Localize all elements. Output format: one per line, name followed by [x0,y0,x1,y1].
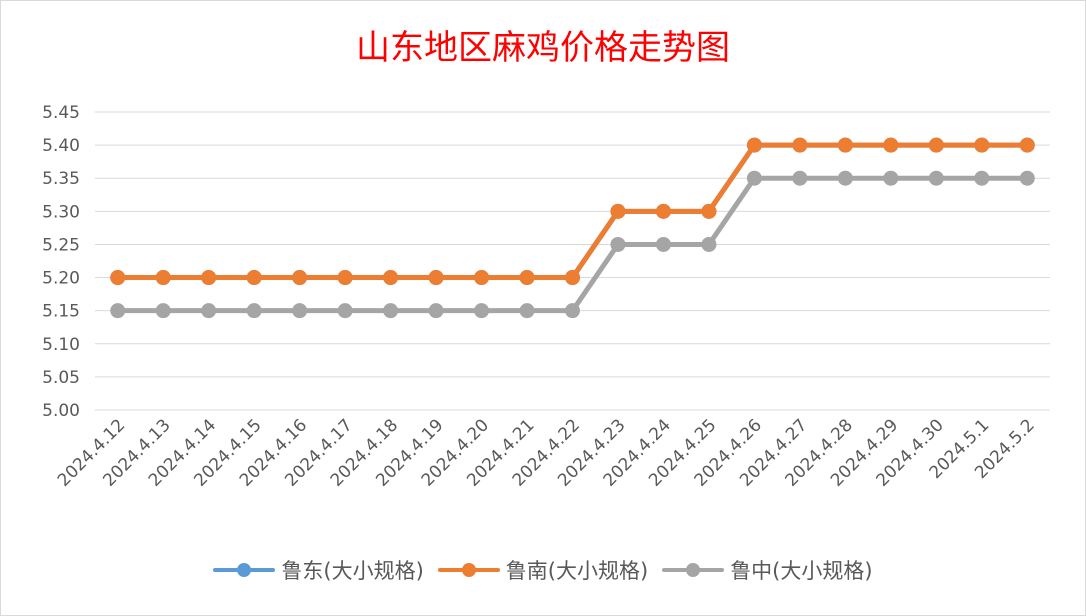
data-point [883,137,899,153]
series-1 [110,137,1035,286]
y-tick-label: 5.45 [42,103,80,123]
legend-dot-marker [686,563,701,577]
y-tick-label: 5.10 [42,335,80,355]
series-2 [110,170,1035,319]
y-tick-label: 5.20 [42,269,80,289]
data-point [701,236,717,252]
gridlines [95,111,1050,411]
data-point [655,236,671,252]
y-tick-label: 5.00 [42,401,80,421]
data-point [428,270,444,286]
legend-swatch-icon [213,563,276,577]
legend-item-lu-zhong[interactable]: 鲁中(大小规格) [662,555,873,585]
y-tick-label: 5.35 [42,169,80,189]
legend-swatch-icon [662,563,725,577]
x-axis-ticks: 2024.4.122024.4.132024.4.142024.4.152024… [54,415,1039,490]
series-lines [110,137,1035,319]
legend: 鲁东(大小规格) 鲁南(大小规格) 鲁中(大小规格) [0,552,1086,588]
data-point [837,137,853,153]
y-tick-label: 5.25 [42,235,80,255]
data-point [974,137,990,153]
data-point [883,170,899,186]
data-point [746,170,762,186]
data-point [610,203,626,219]
chart-title: 山东地区麻鸡价格走势图 [356,28,730,68]
data-point [292,303,308,319]
data-point [928,170,944,186]
data-point [655,203,671,219]
legend-dot-marker [461,563,476,577]
data-point [246,303,262,319]
y-tick-label: 5.40 [42,136,80,156]
data-point [792,170,808,186]
data-point [246,270,262,286]
y-tick-label: 5.05 [42,368,80,388]
data-point [474,303,490,319]
data-point [974,170,990,186]
data-point [383,303,399,319]
data-point [110,270,126,286]
data-point [1019,170,1035,186]
data-point [792,137,808,153]
data-point [565,270,580,286]
data-point [928,137,944,153]
legend-label: 鲁中(大小规格) [730,559,873,583]
data-point [337,270,353,286]
y-tick-label: 5.30 [42,202,80,222]
legend-label: 鲁南(大小规格) [505,559,649,583]
legend-item-lu-dong[interactable]: 鲁东(大小规格) [213,555,424,585]
data-point [337,303,353,319]
data-point [519,303,535,319]
data-point [292,270,308,286]
data-point [565,303,580,319]
data-point [201,270,217,286]
data-point [519,270,535,286]
data-point [155,303,171,319]
data-point [610,236,626,252]
legend-label: 鲁东(大小规格) [281,559,424,583]
data-point [1019,137,1035,153]
data-point [110,303,126,319]
data-point [701,203,717,219]
data-point [837,170,853,186]
legend-swatch-icon [437,563,500,577]
data-point [746,137,762,153]
data-point [474,270,490,286]
data-point [155,270,171,286]
data-point [383,270,399,286]
legend-item-lu-nan[interactable]: 鲁南(大小规格) [437,555,649,585]
y-axis-ticks: 5.00 5.05 5.10 5.15 5.20 5.25 5.30 5.35 5.40 5.45 [42,103,80,421]
data-point [201,303,217,319]
y-tick-label: 5.15 [42,302,80,322]
data-point [428,303,444,319]
legend-dot-marker [237,563,252,577]
